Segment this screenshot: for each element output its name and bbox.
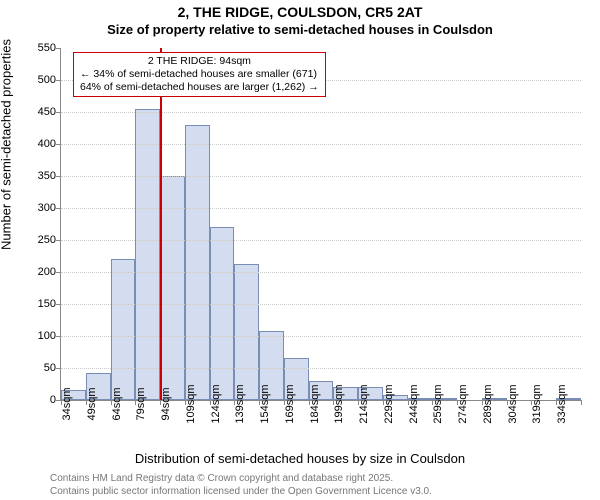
ytick-label: 0 [26,394,56,406]
histogram-bar [111,259,136,400]
xtick-label: 184sqm [309,384,321,423]
gridline-h [61,144,581,145]
ytick-mark [56,240,61,241]
ytick-label: 550 [26,42,56,54]
gridline-h [61,368,581,369]
gridline-h [61,208,581,209]
ytick-label: 500 [26,74,56,86]
ytick-label: 100 [26,330,56,342]
bars-layer [61,48,581,400]
footer-line1: Contains HM Land Registry data © Crown c… [50,473,590,486]
x-axis-label: Distribution of semi-detached houses by … [0,451,600,466]
xtick-label: 274sqm [457,384,469,423]
marker-line [160,48,162,400]
ytick-mark [56,48,61,49]
xtick-label: 304sqm [507,384,519,423]
xtick-label: 214sqm [358,384,370,423]
annotation-line: 2 THE RIDGE: 94sqm [80,55,319,68]
xtick-mark [581,400,582,405]
xtick-label: 259sqm [432,384,444,423]
histogram-bar [185,125,210,400]
xtick-label: 49sqm [86,387,98,420]
xtick-label: 169sqm [284,384,296,423]
xtick-label: 124sqm [210,384,222,423]
ytick-mark [56,176,61,177]
chart-container: 2, THE RIDGE, COULSDON, CR5 2AT Size of … [0,0,600,500]
xtick-label: 34sqm [61,387,73,420]
xtick-label: 79sqm [135,387,147,420]
xtick-label: 64sqm [111,387,123,420]
xtick-label: 244sqm [408,384,420,423]
histogram-bar [160,176,185,400]
ytick-mark [56,272,61,273]
ytick-mark [56,80,61,81]
annotation-line: ← 34% of semi-detached houses are smalle… [80,68,319,81]
footer-line2: Contains public sector information licen… [50,486,590,499]
plot-area: 34sqm49sqm64sqm79sqm94sqm109sqm124sqm139… [60,48,581,401]
ytick-mark [56,304,61,305]
xtick-label: 334sqm [556,384,568,423]
xtick-label: 289sqm [482,384,494,423]
ytick-label: 300 [26,202,56,214]
xtick-label: 109sqm [185,384,197,423]
gridline-h [61,336,581,337]
footer-attribution: Contains HM Land Registry data © Crown c… [50,473,590,498]
xtick-label: 199sqm [333,384,345,423]
gridline-h [61,176,581,177]
gridline-h [61,304,581,305]
annotation-box: 2 THE RIDGE: 94sqm← 34% of semi-detached… [73,52,326,97]
ytick-label: 400 [26,138,56,150]
ytick-label: 450 [26,106,56,118]
xtick-label: 319sqm [531,384,543,423]
ytick-mark [56,208,61,209]
ytick-mark [56,112,61,113]
title-block: 2, THE RIDGE, COULSDON, CR5 2AT Size of … [0,4,600,37]
gridline-h [61,112,581,113]
ytick-label: 150 [26,298,56,310]
histogram-bar [210,227,235,400]
ytick-label: 200 [26,266,56,278]
xtick-label: 229sqm [383,384,395,423]
gridline-h [61,272,581,273]
xtick-label: 154sqm [259,384,271,423]
gridline-h [61,240,581,241]
ytick-mark [56,368,61,369]
histogram-bar [135,109,160,400]
y-axis-label: Number of semi-detached properties [0,39,14,250]
ytick-label: 250 [26,234,56,246]
ytick-mark [56,144,61,145]
xtick-label: 139sqm [234,384,246,423]
ytick-label: 50 [26,362,56,374]
ytick-label: 350 [26,170,56,182]
histogram-bar [234,264,259,400]
annotation-line: 64% of semi-detached houses are larger (… [80,81,319,94]
title-line1: 2, THE RIDGE, COULSDON, CR5 2AT [0,4,600,20]
title-line2: Size of property relative to semi-detach… [0,22,600,37]
ytick-mark [56,336,61,337]
